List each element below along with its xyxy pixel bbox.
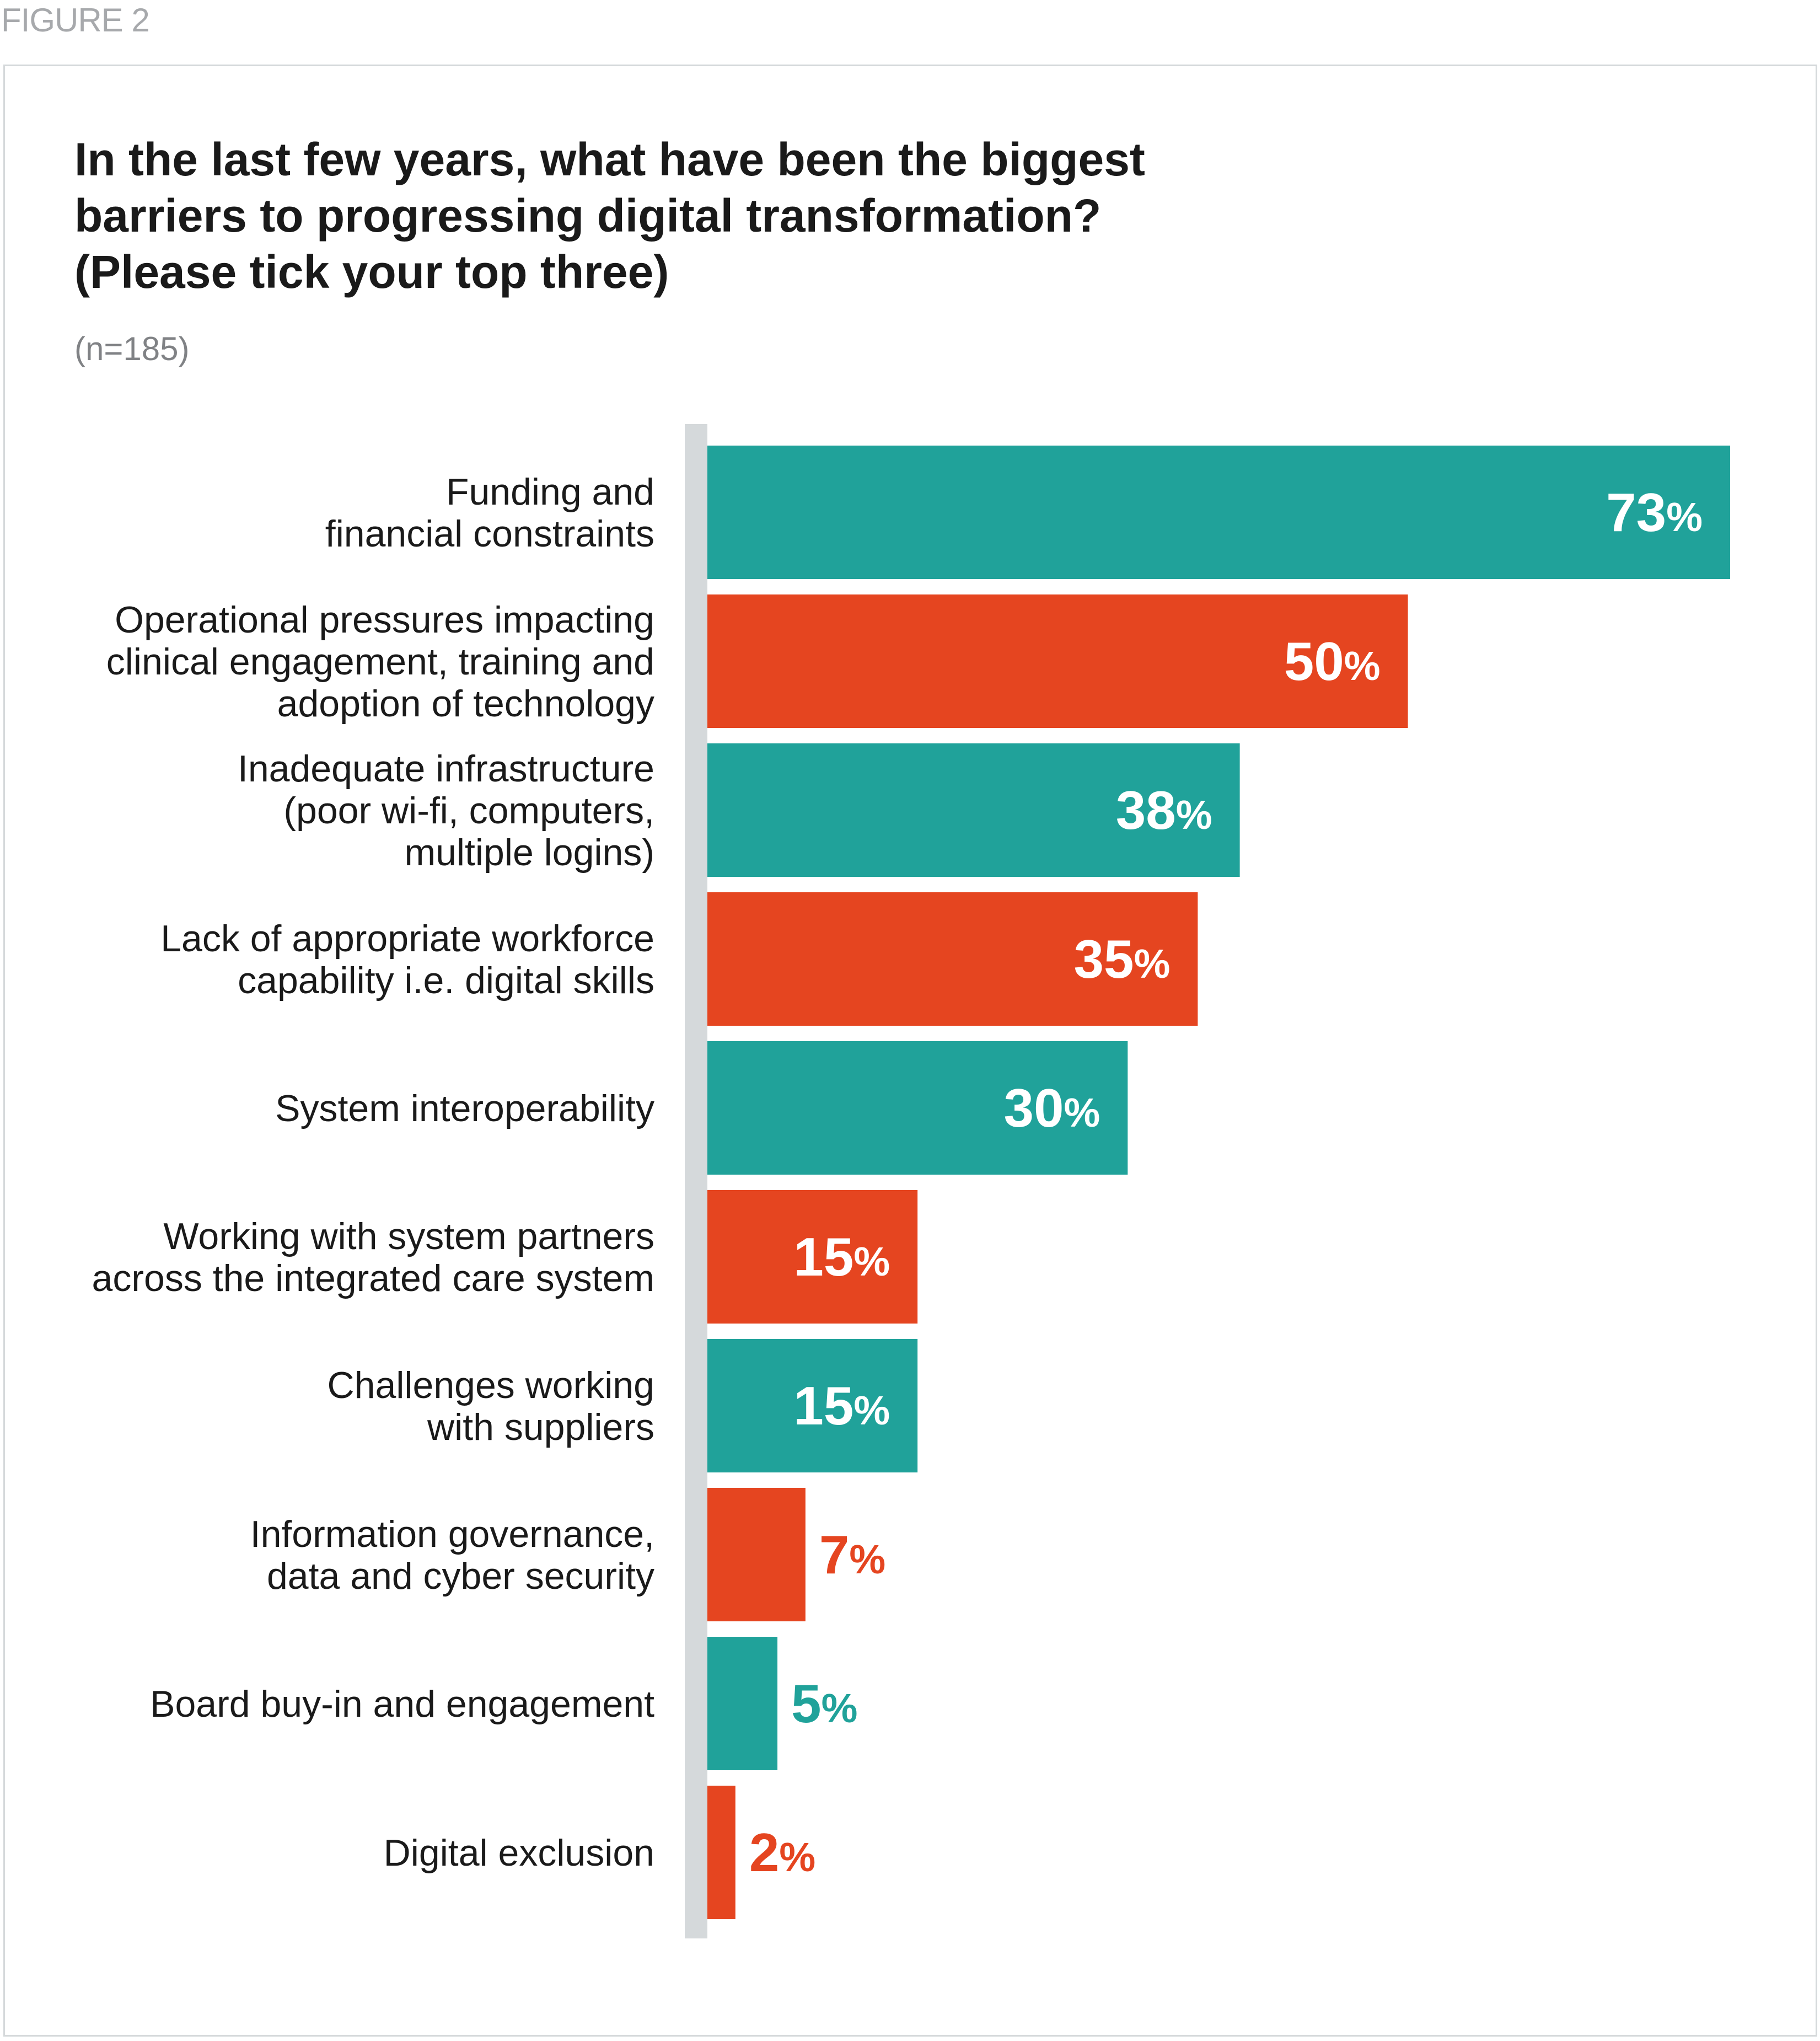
bar [707,743,1240,877]
bar [707,594,1408,728]
bar [707,1786,735,1919]
bars-layer: 73% Funding and financial constraints 50% Op… [92,446,1730,1919]
data-label: 35% [1074,929,1171,989]
bar [707,1339,918,1472]
y-axis-line [685,424,707,1938]
category-label: Challenges working with suppliers [328,1364,654,1448]
chart-title-line: barriers to progressing digital transfor… [74,190,1102,242]
chart-title: In the last few years, what have been th… [74,131,1287,300]
category-label: Board buy-in and engagement [150,1683,654,1725]
figure-label: FIGURE 2 [1,2,150,39]
category-label: System interoperability [275,1088,654,1129]
bar [707,1190,918,1324]
bar [707,1488,806,1621]
bar [707,446,1730,579]
bar [707,1637,778,1770]
category-label: Information governance, data and cyber se… [250,1513,654,1597]
data-label: 15% [793,1375,890,1436]
category-label: Digital exclusion [384,1832,654,1874]
data-label: 50% [1284,631,1381,692]
data-label: 73% [1606,482,1703,543]
chart-subtitle: (n=185) [74,330,190,367]
bar [707,1041,1128,1175]
bar [707,892,1198,1026]
chart-title-line: (Please tick your top three) [74,246,669,298]
data-label: 7% [819,1524,885,1585]
category-label: Funding and financial constraints [325,471,654,555]
data-label: 38% [1116,780,1212,840]
data-label: 30% [1004,1078,1100,1138]
chart-title-line: In the last few years, what have been th… [74,133,1145,185]
data-label: 2% [749,1822,815,1883]
category-label: Operational pressures impacting clinical … [106,599,654,725]
category-label: Working with system partners across the i… [92,1215,654,1299]
data-label: 5% [791,1673,857,1734]
category-label: Lack of appropriate workforce capability … [160,918,654,1001]
data-label: 15% [793,1226,890,1287]
category-label: Inadequate infrastructure (poor wi-fi, co… [238,748,654,874]
